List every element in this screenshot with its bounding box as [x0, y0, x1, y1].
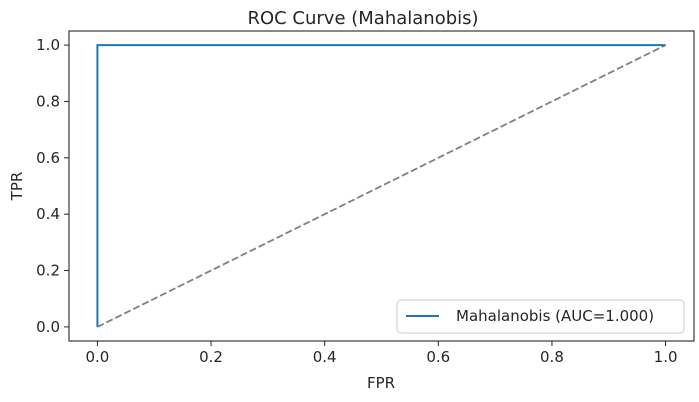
y-axis-ticks: 0.0 0.2 0.4 0.6 0.8 1.0	[36, 36, 69, 336]
legend-label: Mahalanobis (AUC=1.000)	[456, 307, 654, 325]
y-tick-label: 1.0	[36, 36, 60, 54]
y-tick-label: 0.2	[36, 262, 60, 280]
y-tick-label: 0.0	[36, 318, 60, 336]
y-axis-label: TPR	[8, 172, 26, 202]
y-tick-label: 0.6	[36, 149, 60, 167]
y-tick-label: 0.4	[36, 205, 60, 223]
x-tick-label: 1.0	[654, 348, 678, 366]
legend-box	[396, 299, 685, 334]
x-tick-label: 0.8	[540, 348, 564, 366]
x-tick-label: 0.4	[313, 348, 337, 366]
x-axis-ticks: 0.0 0.2 0.4 0.6 0.8 1.0	[85, 341, 678, 366]
legend: Mahalanobis (AUC=1.000)	[396, 299, 685, 334]
x-tick-label: 0.0	[85, 348, 109, 366]
x-tick-label: 0.2	[199, 348, 223, 366]
chart-title: ROC Curve (Mahalanobis)	[247, 8, 478, 29]
x-axis-label: FPR	[367, 374, 395, 392]
plot-frame	[68, 30, 695, 342]
roc-curve-line	[96, 44, 666, 327]
x-tick-label: 0.6	[426, 348, 450, 366]
y-tick-label: 0.8	[36, 92, 60, 110]
chance-diagonal-line	[97, 44, 666, 328]
plot-lines	[96, 44, 666, 328]
